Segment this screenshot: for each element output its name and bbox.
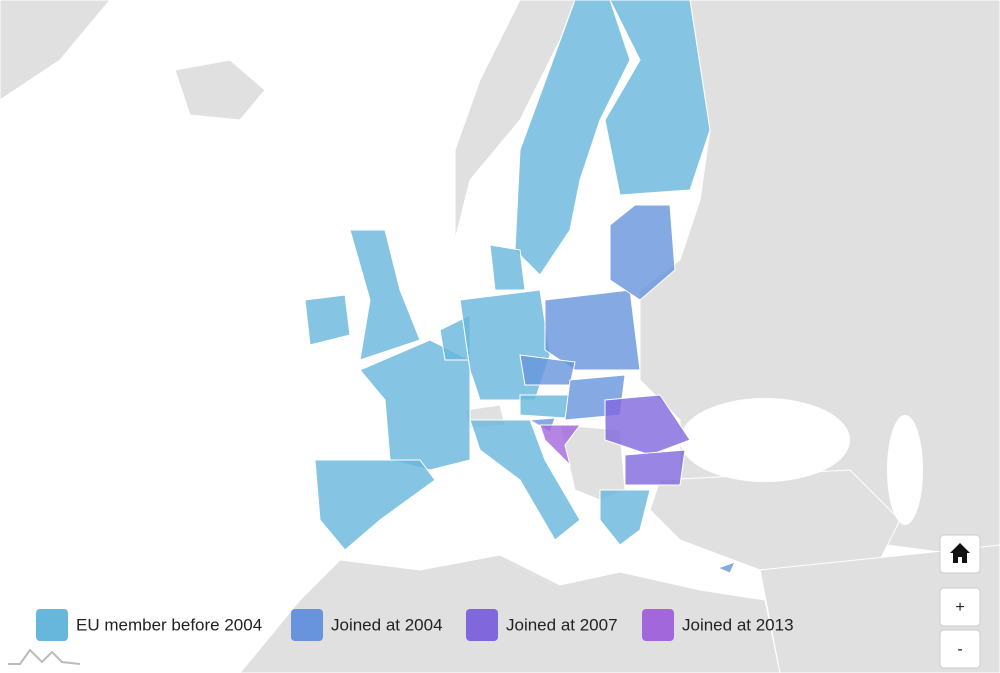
home-icon (950, 543, 970, 563)
eu-countries (304, 0, 736, 574)
zoom-in-label[interactable]: + (955, 599, 964, 616)
zoom-out-bg[interactable] (939, 629, 981, 669)
norway (454, 0, 576, 241)
legend-swatch[interactable] (642, 609, 674, 641)
legend-label[interactable]: Joined at 2004 (331, 615, 443, 634)
iberia (314, 459, 436, 551)
greece (599, 489, 651, 546)
legend: EU member before 2004 Joined at 2004 Joi… (36, 609, 794, 641)
home-button[interactable] (939, 534, 981, 574)
denmark (489, 244, 526, 291)
finland (604, 0, 711, 196)
austria (519, 394, 571, 419)
black-sea (680, 398, 850, 482)
zoom-out-label[interactable]: - (957, 641, 962, 658)
legend-label[interactable]: Joined at 2013 (682, 615, 794, 634)
legend-label[interactable]: Joined at 2007 (506, 615, 618, 634)
bulgaria (624, 449, 686, 486)
iceland (174, 59, 266, 121)
poland (544, 289, 641, 371)
sweden (514, 0, 631, 276)
caspian-sea (887, 415, 923, 525)
greenland (0, 0, 111, 101)
logo (8, 648, 81, 665)
legend-swatch[interactable] (36, 609, 68, 641)
africa (239, 554, 781, 673)
legend-label[interactable]: EU member before 2004 (76, 615, 262, 634)
zoom-in-button[interactable]: + (939, 587, 981, 627)
legend-swatch[interactable] (291, 609, 323, 641)
united-kingdom (349, 229, 421, 361)
romania (604, 394, 691, 456)
cyprus (716, 561, 736, 574)
zoom-in-bg[interactable] (939, 587, 981, 627)
baltics (609, 204, 676, 301)
italy (469, 419, 581, 541)
zoom-out-button[interactable]: - (939, 629, 981, 669)
croatia (539, 424, 581, 467)
legend-swatch[interactable] (466, 609, 498, 641)
ireland (304, 294, 351, 346)
